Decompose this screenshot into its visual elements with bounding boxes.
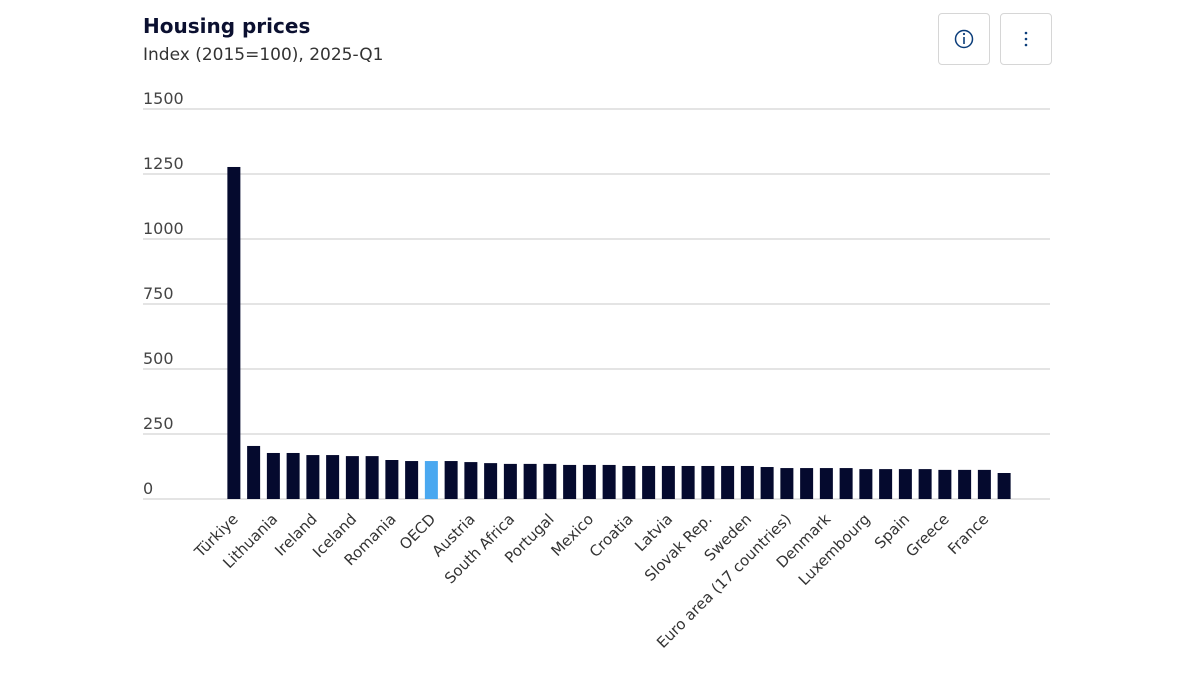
info-icon <box>954 29 974 49</box>
bar <box>859 469 873 499</box>
bar <box>780 468 794 499</box>
bar <box>898 469 912 499</box>
bar <box>543 463 557 499</box>
bar <box>721 465 735 499</box>
x-tick-label: France <box>944 510 992 558</box>
bar <box>484 463 498 499</box>
bar <box>227 166 241 500</box>
bar <box>503 463 517 499</box>
bar <box>958 469 972 499</box>
bar <box>424 461 438 499</box>
bar <box>622 465 636 499</box>
y-tick-label: 1250 <box>143 154 184 173</box>
bar <box>365 456 379 499</box>
bar <box>760 467 774 499</box>
bar <box>602 464 616 499</box>
bar <box>563 464 577 499</box>
bar <box>740 465 754 499</box>
bar <box>839 468 853 499</box>
bar <box>918 469 932 499</box>
bar <box>464 462 478 499</box>
bar <box>681 465 695 499</box>
y-tick-label: 1000 <box>143 219 184 238</box>
y-tick-label: 0 <box>143 479 153 498</box>
bar <box>701 465 715 499</box>
bar <box>997 473 1011 499</box>
bar <box>444 461 458 499</box>
bar <box>582 464 596 499</box>
x-tick-label: Croatia <box>586 510 637 561</box>
bar <box>938 469 952 499</box>
bar <box>642 465 656 499</box>
menu-button[interactable] <box>1000 13 1052 65</box>
bar <box>247 445 261 499</box>
bar <box>326 455 340 499</box>
y-tick-label: 500 <box>143 349 174 368</box>
bar <box>819 468 833 499</box>
chart-title: Housing prices <box>143 14 310 38</box>
chart-subtitle: Index (2015=100), 2025-Q1 <box>143 45 383 65</box>
x-tick-label: Greece <box>902 510 952 560</box>
menu-icon <box>1024 31 1028 47</box>
y-tick-label: 1500 <box>143 89 184 108</box>
y-tick-label: 750 <box>143 284 174 303</box>
bar <box>661 465 675 499</box>
bar <box>385 460 399 499</box>
bar <box>523 463 537 499</box>
bar <box>306 455 320 499</box>
y-tick-label: 250 <box>143 414 174 433</box>
bar <box>266 452 280 499</box>
info-button[interactable] <box>938 13 990 65</box>
bar <box>405 461 419 499</box>
bar <box>286 452 300 499</box>
bar <box>977 469 991 499</box>
bar <box>879 469 893 499</box>
bar <box>345 456 359 499</box>
bar <box>800 468 814 499</box>
